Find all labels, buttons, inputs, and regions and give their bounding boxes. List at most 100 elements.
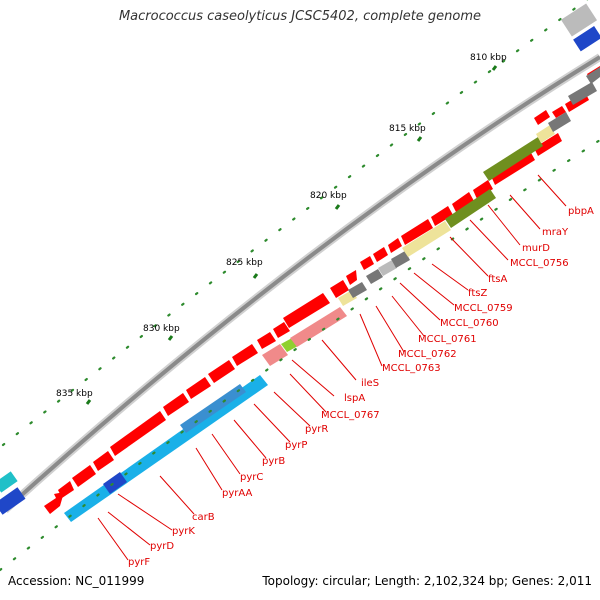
gene-arrow: [273, 322, 290, 338]
gene-block: [586, 67, 600, 84]
gene-arrow: [401, 219, 433, 245]
pyrK-block: [103, 472, 127, 494]
murD-block: [483, 137, 543, 181]
leader-MCCL_0759: [413, 272, 455, 306]
gene-label-MCCL_0761: MCCL_0761: [418, 334, 477, 345]
gene-label-MCCL_0763: MCCL_0763: [382, 363, 441, 374]
leader-carB: [159, 475, 195, 515]
leader-pyrC: [211, 433, 241, 475]
leader-MCCL_0756: [469, 219, 509, 261]
gene-arrow: [186, 377, 211, 399]
top-right-grey-block: [560, 3, 598, 37]
gene-label-MCCL_0762: MCCL_0762: [398, 349, 457, 360]
backbone: [3, 55, 600, 512]
left-edge-blue-block: [0, 487, 26, 515]
gene-label-carB: carB: [192, 512, 215, 523]
gene-arrow: [330, 280, 349, 298]
leader-ftsA: [449, 236, 489, 277]
tick-label: 820 kbp: [310, 191, 347, 201]
outer-guide-ring: [1, 0, 589, 447]
forward-strand: [44, 66, 600, 514]
leader-mraY: [509, 194, 541, 230]
gene-arrow: [93, 451, 114, 471]
pyrR-block: [262, 344, 288, 366]
ileS-block: [290, 307, 347, 347]
leader-ileS: [321, 339, 357, 381]
gene-label-pyrAA: pyrAA: [222, 488, 252, 499]
gene-arrow: [44, 492, 64, 514]
tick-mark: [416, 136, 423, 142]
leader-pyrD: [107, 511, 151, 546]
tick-mark: [491, 65, 498, 71]
leader-MCCL_0761: [391, 295, 425, 337]
MCCL_0760-block: [378, 260, 397, 276]
gene-arrow: [346, 270, 357, 285]
tick-label: 835 kbp: [56, 389, 93, 399]
accession-label: Accession: NC_011999: [8, 574, 145, 588]
leader-pyrAA: [195, 447, 223, 491]
gene-arrow: [257, 332, 276, 349]
ftsA-block: [445, 189, 496, 228]
leader-MCCL_0762: [375, 305, 405, 353]
gene-arrow: [72, 465, 96, 487]
functional-blocks: [64, 67, 600, 522]
tick-mark: [334, 204, 341, 210]
gene-label-MCCL_0759: MCCL_0759: [454, 303, 513, 314]
tick-label: 825 kbp: [226, 258, 263, 268]
ftsZ-block: [402, 221, 451, 257]
gene-arrow: [360, 256, 374, 270]
gene-label-pyrC: pyrC: [240, 472, 263, 483]
leader-ftsZ: [431, 263, 469, 291]
gene-label-ftsA: ftsA: [488, 274, 507, 285]
gene-label-pyrD: pyrD: [150, 541, 174, 552]
gene-arrow: [373, 247, 388, 262]
tick-mark: [85, 399, 92, 405]
leader-MCCL_0767: [289, 373, 327, 413]
mraY-block: [536, 125, 555, 143]
scale-ticks: 810 kbp 815 kbp 820 kbp 825 kbp 830 kbp …: [56, 53, 507, 405]
gene-arrow: [473, 180, 493, 199]
gene-arrow: [552, 106, 566, 118]
gene-label-pyrF: pyrF: [128, 557, 150, 568]
leader-lspA: [291, 359, 335, 397]
gene-label-pyrR: pyrR: [305, 424, 328, 435]
gene-arrow: [452, 192, 474, 212]
gene-label-murD: murD: [522, 243, 550, 254]
gene-arrow: [431, 206, 453, 226]
leader-pyrB: [233, 419, 267, 459]
gene-label-pyrP: pyrP: [285, 440, 307, 451]
leader-pbpA: [537, 174, 567, 207]
leader-MCCL_0760: [399, 282, 441, 321]
pbpA-block: [548, 112, 571, 132]
top-right-blue-block: [573, 26, 600, 52]
gene-label-MCCL_0756: MCCL_0756: [510, 258, 569, 269]
gene-label-MCCL_0767: MCCL_0767: [321, 410, 380, 421]
tick-mark: [252, 273, 259, 279]
leader-MCCL_0763: [359, 313, 383, 367]
MCCL_0761-block: [366, 269, 383, 284]
gene-label-mraY: mraY: [542, 227, 569, 238]
left-edge-cyan-block: [0, 471, 18, 493]
leader-murD: [487, 204, 521, 246]
gene-label-ftsZ: ftsZ: [468, 288, 487, 299]
tick-mark: [167, 335, 174, 341]
gene-block: [568, 82, 597, 105]
MCCL_0759-block: [391, 251, 410, 268]
leader-pyrF: [97, 517, 129, 561]
genome-summary: Topology: circular; Length: 2,102,324 bp…: [262, 574, 592, 588]
gene-label-pyrK: pyrK: [172, 526, 195, 537]
gene-arrow: [534, 133, 562, 156]
MCCL_0762-block: [348, 282, 367, 298]
gene-label-lspA: lspA: [344, 393, 365, 404]
gene-arrow: [58, 481, 74, 498]
gene-arrow: [491, 151, 535, 185]
tick-label: 830 kbp: [143, 324, 180, 334]
gene-arrow: [232, 344, 258, 366]
tick-label: 810 kbp: [470, 53, 507, 63]
gene-label-pbpA: pbpA: [568, 206, 594, 217]
gene-arrow: [110, 411, 166, 456]
leader-pyrK: [117, 493, 173, 531]
gene-arrow: [283, 293, 330, 328]
gene-arrow: [163, 393, 189, 416]
